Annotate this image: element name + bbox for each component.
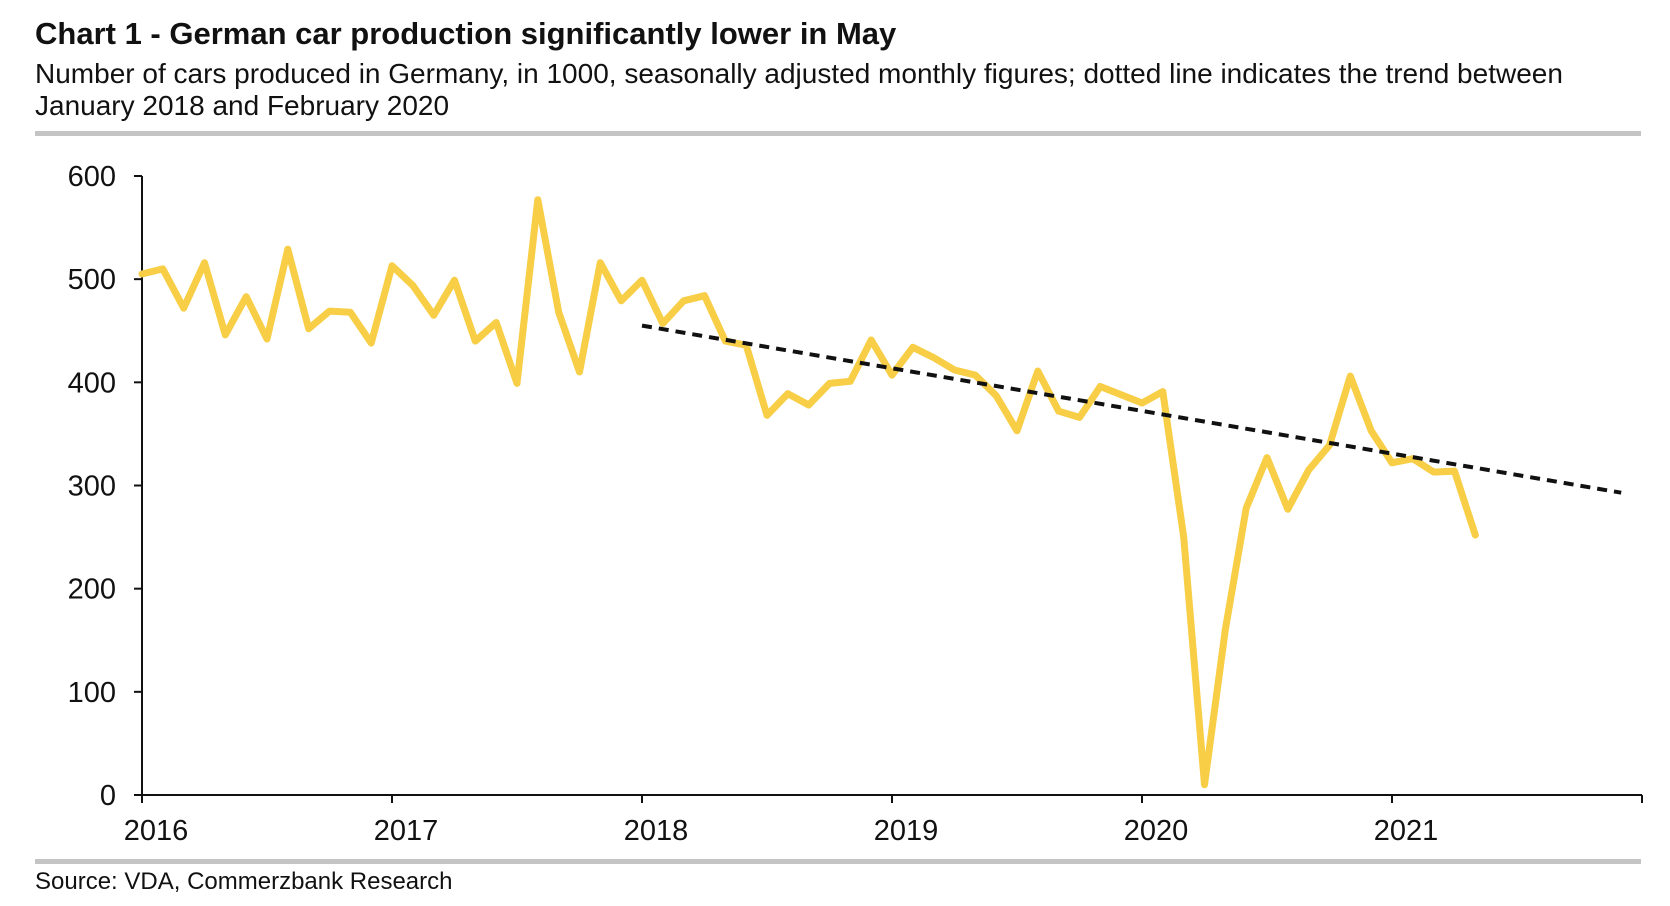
x-tick-label: 2017 (374, 815, 439, 847)
trend-line (641, 323, 1622, 495)
y-tick-label: 0 (100, 780, 116, 812)
tick-labels: 0 100 200 300 400 500 600 2016 2017 2018 2019 2020 2… (68, 161, 1439, 847)
y-tick-label: 100 (68, 677, 116, 709)
series-layer (138, 196, 1622, 789)
x-tick-label: 2018 (624, 815, 689, 847)
y-tick-label: 200 (68, 574, 116, 606)
y-tick-label: 300 (68, 471, 116, 503)
x-tick-label: 2020 (1124, 815, 1189, 847)
x-tick-label: 2016 (124, 815, 189, 847)
chart-title: Chart 1 - German car production signific… (35, 16, 897, 51)
x-tick-label: 2021 (1374, 815, 1439, 847)
chart-subtitle: Number of cars produced in Germany, in 1… (35, 58, 1563, 121)
production-line (138, 196, 1479, 789)
axes (134, 175, 1643, 803)
x-tick-label: 2019 (874, 815, 939, 847)
y-tick-label: 400 (68, 367, 116, 399)
bottom-divider (35, 859, 1641, 864)
top-divider (35, 131, 1641, 136)
y-tick-label: 600 (68, 161, 116, 193)
source-note: Source: VDA, Commerzbank Research (35, 868, 453, 895)
y-tick-label: 500 (68, 264, 116, 296)
